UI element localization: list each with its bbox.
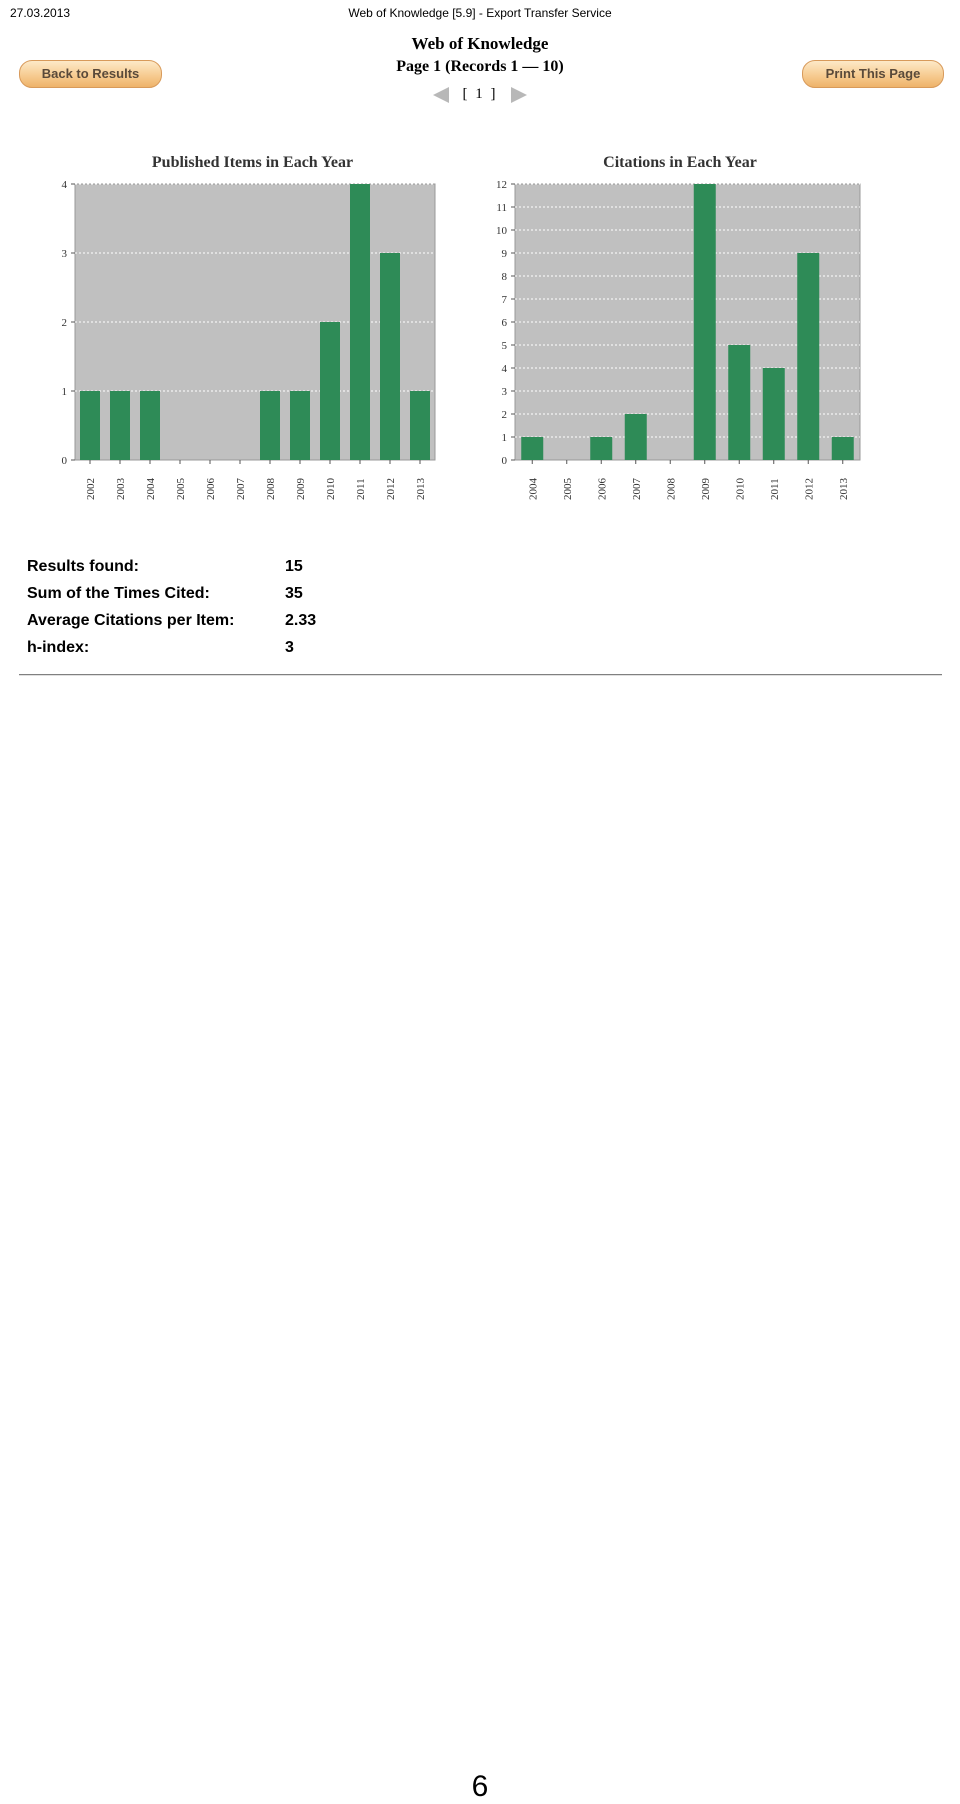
x-tick-label: 2009 (295, 478, 307, 501)
page-info: Page 1 (Records 1 — 10) (396, 58, 564, 75)
x-tick-label: 2010 (325, 478, 337, 501)
stat-value: 35 (285, 585, 303, 602)
x-tick-label: 2010 (734, 478, 746, 501)
stat-value: 2.33 (285, 612, 317, 629)
x-tick-label: 2011 (355, 478, 367, 500)
bar (380, 253, 400, 460)
stat-label: Results found: (27, 558, 139, 575)
stat-value: 3 (285, 639, 294, 656)
print-page-button[interactable]: Print This Page (802, 60, 944, 88)
x-tick-label: 2009 (700, 478, 712, 501)
y-tick-label: 7 (502, 294, 508, 306)
x-tick-label: 2013 (838, 478, 850, 501)
bar (797, 253, 820, 460)
y-tick-label: 2 (502, 409, 508, 421)
y-tick-label: 3 (62, 248, 68, 260)
y-tick-label: 3 (502, 386, 508, 398)
bar (110, 391, 130, 460)
x-tick-label: 2007 (631, 478, 643, 501)
bar (693, 184, 716, 460)
x-tick-label: 2008 (665, 478, 677, 501)
bar (521, 437, 544, 460)
x-tick-label: 2005 (562, 478, 574, 501)
chart-title-citations: Citations in Each Year (603, 154, 757, 171)
bar (728, 345, 751, 460)
x-tick-label: 2004 (527, 478, 539, 501)
y-tick-label: 12 (496, 179, 507, 191)
back-to-results-button[interactable]: Back to Results (19, 60, 162, 88)
print-date: 27.03.2013 (10, 6, 71, 20)
bar (762, 368, 785, 460)
page-number: 6 (471, 1770, 489, 1803)
x-tick-label: 2006 (205, 478, 217, 501)
stat-label: h-index: (27, 639, 90, 656)
chart-title-published: Published Items in Each Year (151, 154, 354, 171)
y-tick-label: 5 (502, 340, 508, 352)
bar (80, 391, 100, 460)
x-tick-label: 2013 (415, 478, 427, 501)
x-tick-label: 2007 (235, 478, 247, 501)
published-items-chart: 0 1 2 3 4 2002 2003 2004 2005 2006 2007 2008 2009 201… (62, 179, 436, 501)
bar (260, 391, 280, 460)
bar (831, 437, 854, 460)
x-tick-label: 2011 (769, 478, 781, 500)
bar (140, 391, 160, 460)
bar (590, 437, 613, 460)
x-tick-label: 2006 (596, 478, 608, 501)
x-tick-label: 2005 (175, 478, 187, 501)
document-title: Web of Knowledge [5.9] - Export Transfer… (348, 6, 612, 20)
x-tick-label: 2003 (115, 478, 127, 501)
prev-page-arrow-icon[interactable] (432, 86, 449, 103)
y-tick-label: 9 (502, 248, 508, 260)
y-tick-label: 1 (502, 432, 508, 444)
y-tick-label: 11 (496, 202, 507, 214)
bar (410, 391, 430, 460)
pager: [ 1 ] (0, 86, 960, 103)
x-tick-label: 2004 (145, 478, 157, 501)
stat-label: Sum of the Times Cited: (27, 585, 210, 602)
y-tick-label: 6 (502, 317, 508, 329)
bar (624, 414, 647, 460)
site-title: Web of Knowledge (411, 34, 549, 53)
stat-label: Average Citations per Item: (27, 612, 235, 629)
stat-value: 15 (285, 558, 303, 575)
y-tick-label: 0 (502, 455, 508, 467)
next-page-arrow-icon[interactable] (511, 86, 528, 103)
bar (290, 391, 310, 460)
y-tick-label: 4 (502, 363, 508, 375)
y-tick-label: 2 (62, 317, 68, 329)
divider (19, 674, 942, 676)
current-page-indicator[interactable]: [ 1 ] (462, 86, 498, 103)
y-tick-label: 8 (502, 271, 508, 283)
x-tick-label: 2008 (265, 478, 277, 501)
y-tick-label: 0 (62, 455, 68, 467)
bar (320, 322, 340, 460)
x-tick-label: 2002 (85, 478, 97, 500)
y-tick-label: 4 (62, 179, 68, 191)
x-tick-label: 2012 (803, 478, 815, 500)
y-tick-label: 10 (496, 225, 508, 237)
bar (350, 184, 370, 460)
y-tick-label: 1 (62, 386, 68, 398)
x-tick-label: 2012 (385, 478, 397, 500)
